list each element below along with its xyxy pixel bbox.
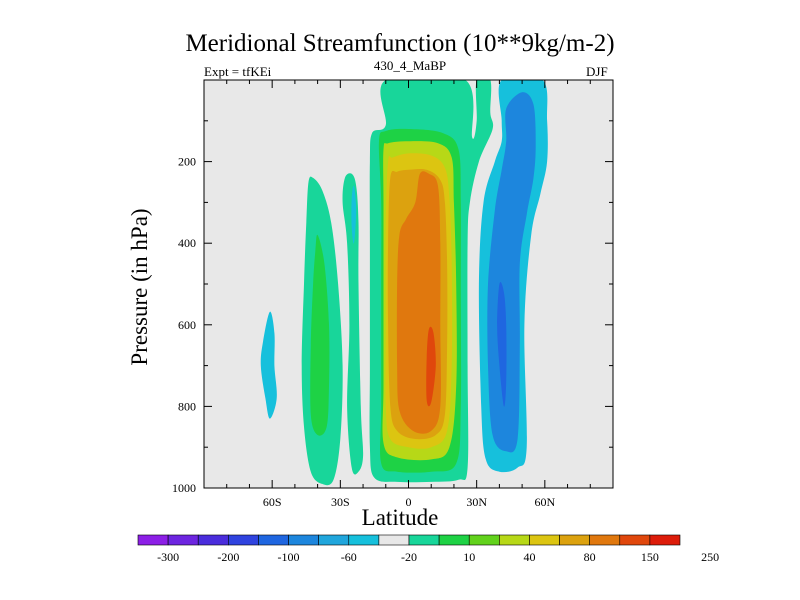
plot-axes: 60S 30S 0 30N 60N 200 400 600 800 1000 [172,80,614,509]
colorbar-swatch [258,534,289,546]
colorbar-label: -200 [217,550,239,564]
colorbar-label: 40 [523,550,535,564]
contour-northern-ferrel-inner [497,282,507,407]
season-label: DJF [586,64,608,79]
colorbar-swatch [619,534,651,546]
colorbar-swatch [408,534,440,546]
colorbar-swatch [499,534,530,546]
colorbar-swatch [318,534,350,546]
colorbar-swatch [167,534,199,546]
colorbar-swatch [438,534,470,546]
colorbar-label: 150 [641,550,659,564]
colorbar-swatch [559,534,590,546]
colorbar-swatch [228,534,259,546]
experiment-label: Expt = tfKEi [204,64,272,79]
colorbar: -300 -200 -100 -60 -20 10 40 80 150 250 [137,534,719,564]
contour-south-polar-negative [260,311,277,419]
colorbar-label: -300 [157,550,179,564]
contour-subtropical-positive [342,173,364,475]
colorbar-label: 80 [584,550,596,564]
contour-hadley-core [426,326,436,407]
colorbar-swatch [649,534,681,546]
colorbar-swatch [137,534,169,546]
x-axis-label: Latitude [361,505,439,530]
contour-southern-ferrel-core [310,234,330,436]
colorbar-swatch [288,534,319,546]
x-tick-label: 30N [466,495,487,509]
colorbar-label: 250 [701,550,719,564]
y-tick-label: 400 [178,236,196,250]
chart-subtitle: 430_4_MaBP [373,58,447,73]
y-tick-label: 200 [178,155,196,169]
colorbar-label: -100 [278,550,300,564]
x-tick-label: 0 [406,495,412,509]
colorbar-label: -20 [401,550,417,564]
contour-regions [260,80,548,486]
contour-subtropical-negative [351,185,357,244]
colorbar-swatch [378,534,410,546]
colorbar-swatch [529,534,560,546]
x-tick-label: 30S [331,495,350,509]
colorbar-label: -60 [341,550,357,564]
x-tick-label: 60S [263,495,282,509]
colorbar-swatch [197,534,229,546]
colorbar-swatch [589,534,621,546]
x-tick-label: 60N [534,495,555,509]
colorbar-swatch [348,534,380,546]
y-tick-label: 1000 [172,481,196,495]
colorbar-label: 10 [463,550,475,564]
y-tick-label: 600 [178,318,196,332]
colorbar-swatch [468,534,500,546]
chart-title: Meridional Streamfunction (10**9kg/m-2) [185,30,615,57]
y-tick-label: 800 [178,399,196,413]
